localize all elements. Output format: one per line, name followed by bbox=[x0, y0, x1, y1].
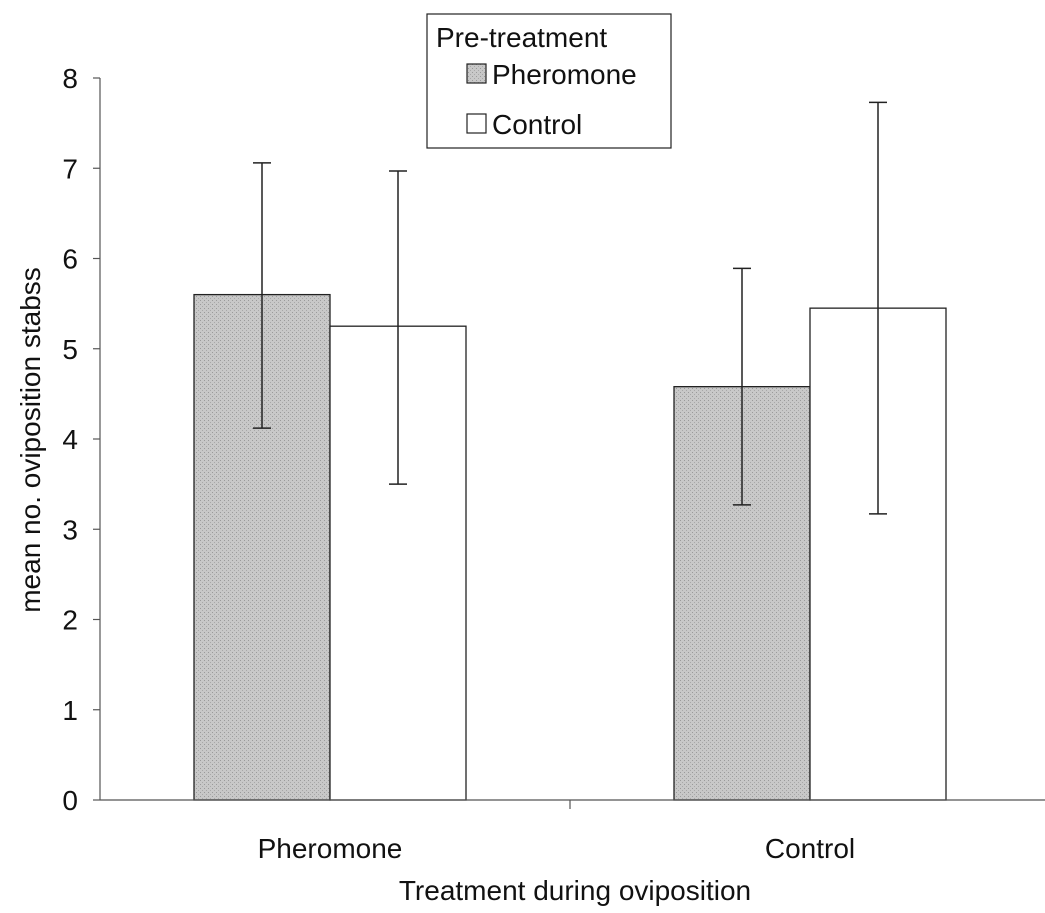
y-tick-label: 1 bbox=[62, 695, 78, 726]
legend-label-control: Control bbox=[492, 109, 582, 140]
y-tick-label: 2 bbox=[62, 605, 78, 636]
x-tick-label: Control bbox=[765, 833, 855, 864]
legend-label-pheromone: Pheromone bbox=[492, 59, 637, 90]
y-tick-label: 3 bbox=[62, 514, 78, 545]
legend-swatch-control bbox=[466, 113, 487, 134]
y-tick-label: 5 bbox=[62, 334, 78, 365]
x-tick-label: Pheromone bbox=[258, 833, 403, 864]
x-axis-label: Treatment during oviposition bbox=[399, 875, 751, 906]
legend-title: Pre-treatment bbox=[436, 22, 607, 53]
legend: Pre-treatment Pheromone Control bbox=[426, 13, 672, 149]
y-tick-label: 7 bbox=[62, 153, 78, 184]
legend-swatch-pheromone bbox=[466, 63, 487, 84]
y-tick-label: 6 bbox=[62, 244, 78, 275]
y-tick-label: 8 bbox=[62, 63, 78, 94]
y-axis-label: mean no. oviposition stabss bbox=[15, 267, 46, 613]
y-tick-label: 4 bbox=[62, 424, 78, 455]
y-tick-label: 0 bbox=[62, 785, 78, 816]
